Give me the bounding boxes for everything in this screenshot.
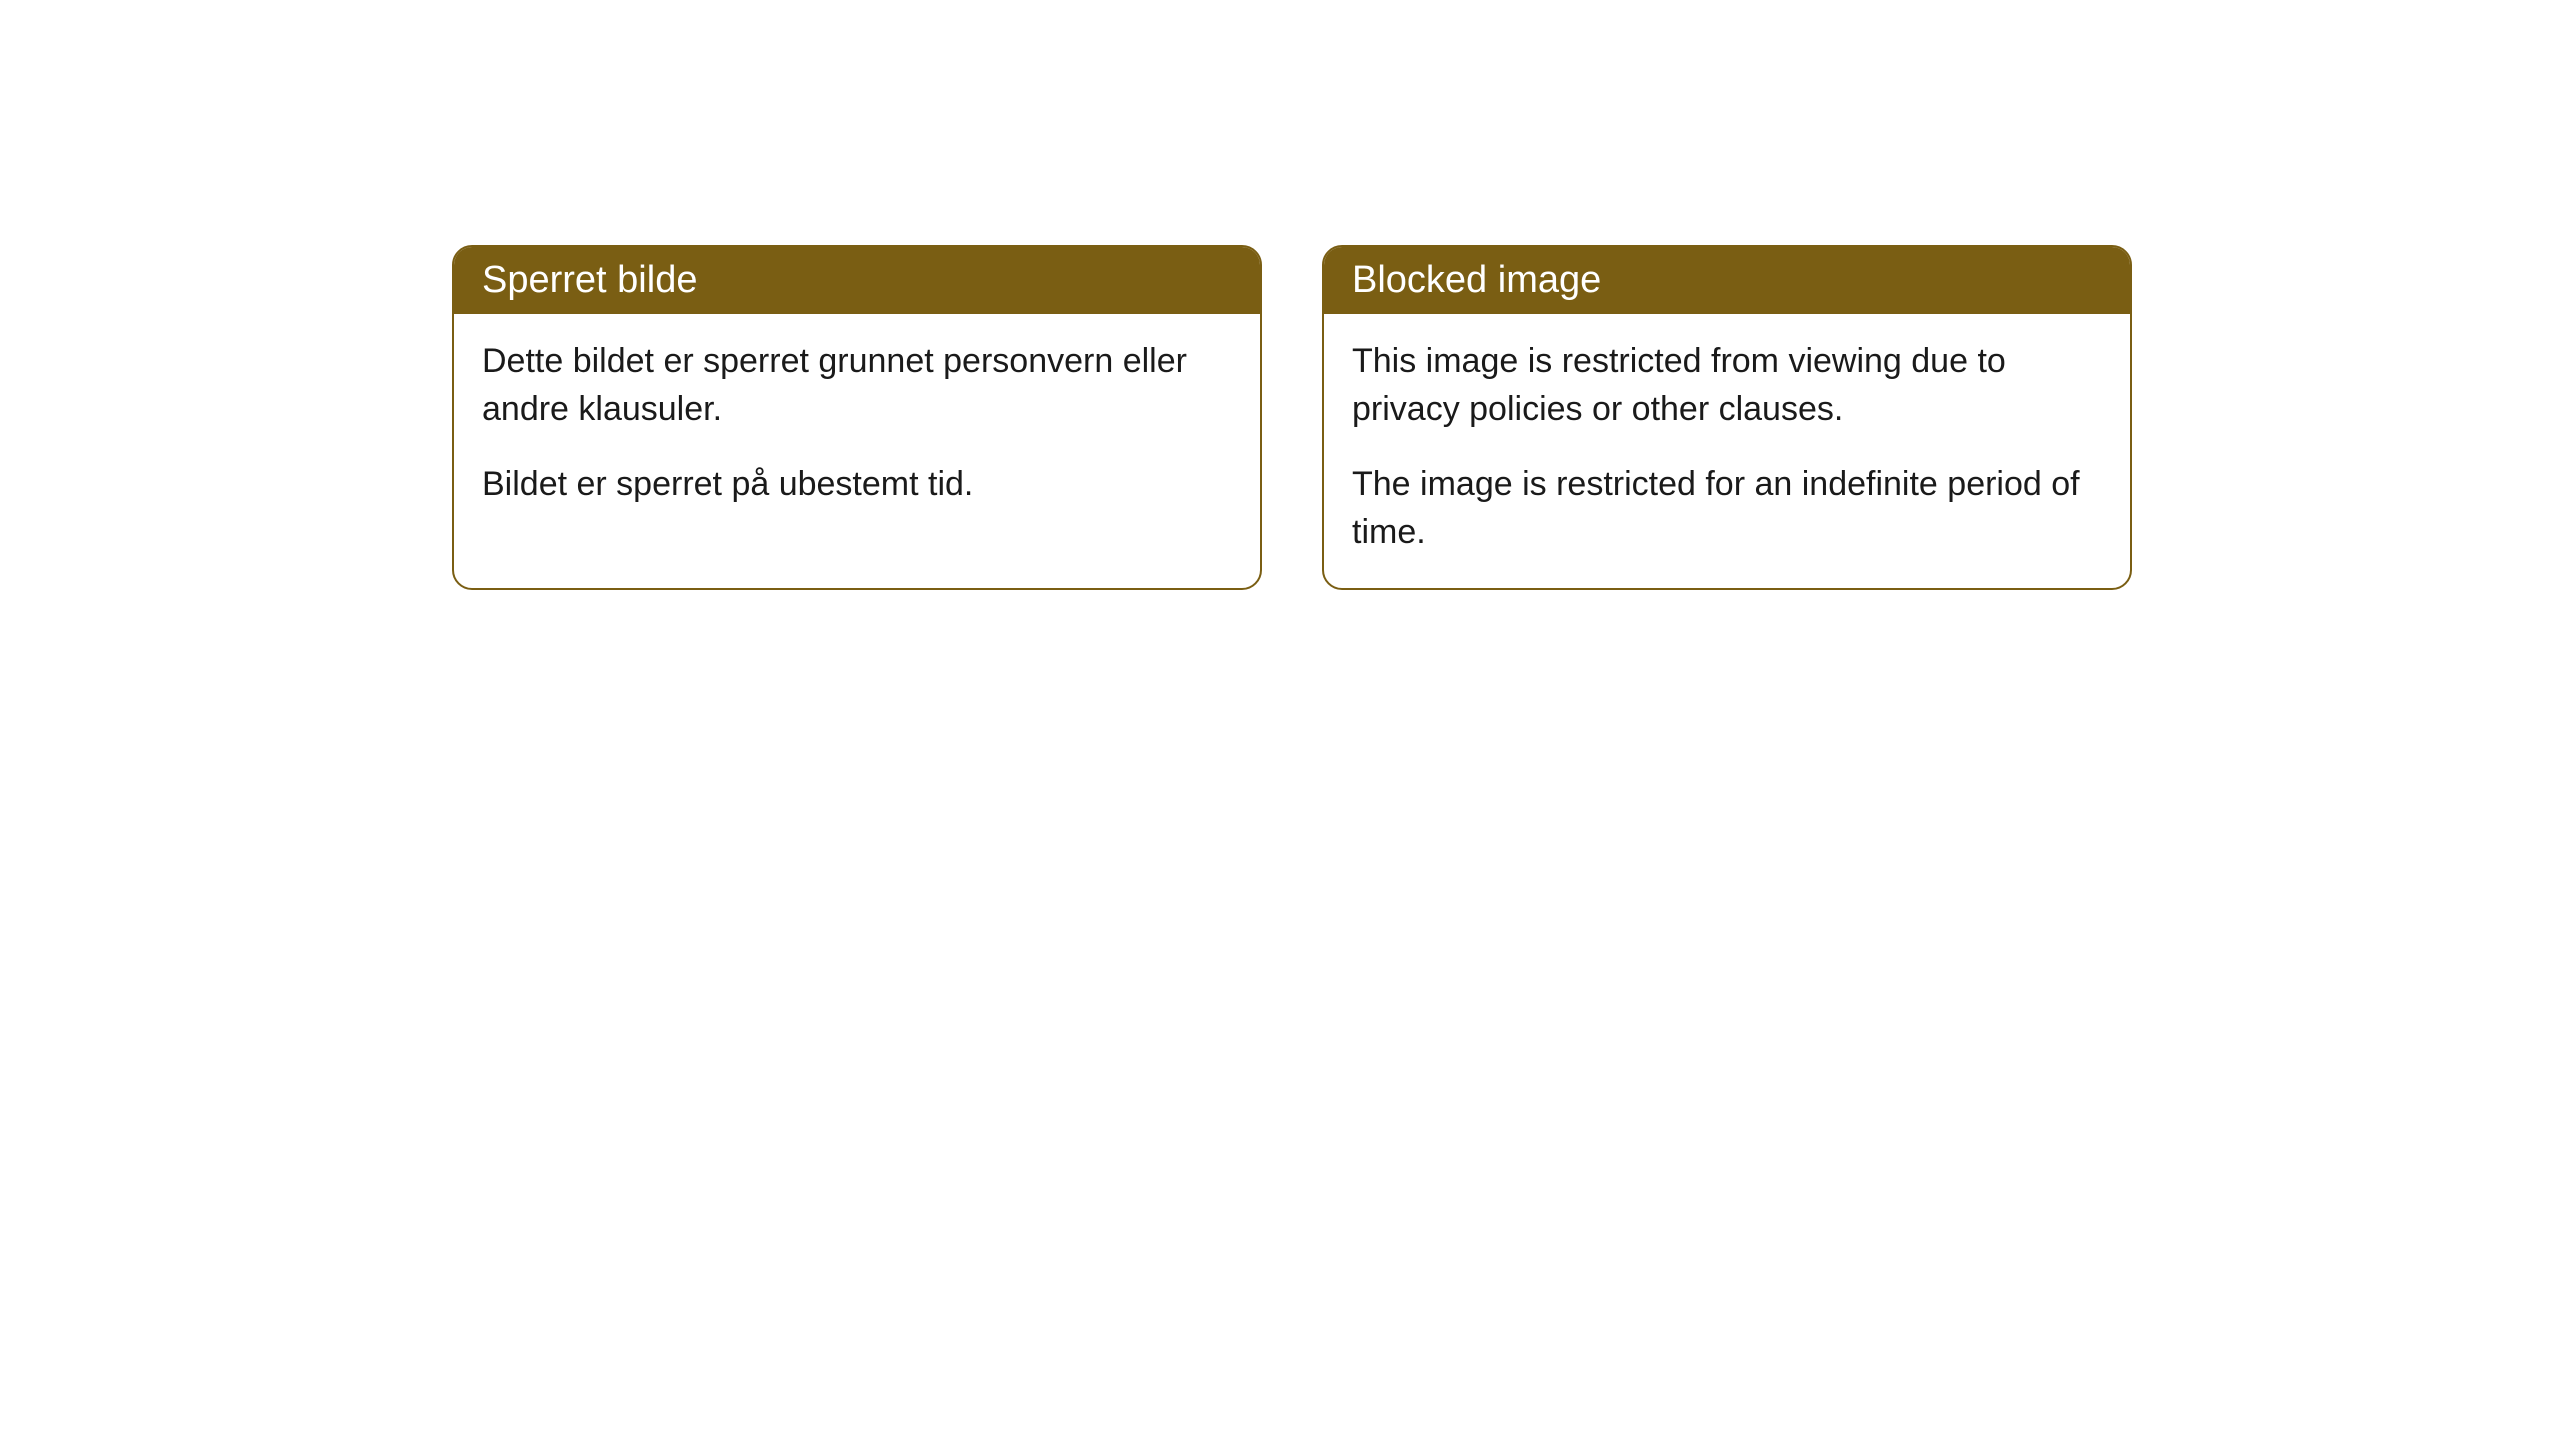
card-paragraph-en-2: The image is restricted for an indefinit… [1352, 461, 2102, 556]
blocked-notice-card-no: Sperret bilde Dette bildet er sperret gr… [452, 245, 1262, 590]
blocked-notice-card-en: Blocked image This image is restricted f… [1322, 245, 2132, 590]
card-header-no: Sperret bilde [454, 247, 1260, 314]
card-title-en: Blocked image [1352, 259, 1601, 301]
notice-container: Sperret bilde Dette bildet er sperret gr… [452, 245, 2132, 590]
card-body-no: Dette bildet er sperret grunnet personve… [454, 314, 1260, 541]
card-paragraph-no-1: Dette bildet er sperret grunnet personve… [482, 338, 1232, 433]
card-title-no: Sperret bilde [482, 259, 697, 301]
card-paragraph-no-2: Bildet er sperret på ubestemt tid. [482, 461, 1232, 509]
card-paragraph-en-1: This image is restricted from viewing du… [1352, 338, 2102, 433]
card-body-en: This image is restricted from viewing du… [1324, 314, 2130, 588]
card-header-en: Blocked image [1324, 247, 2130, 314]
